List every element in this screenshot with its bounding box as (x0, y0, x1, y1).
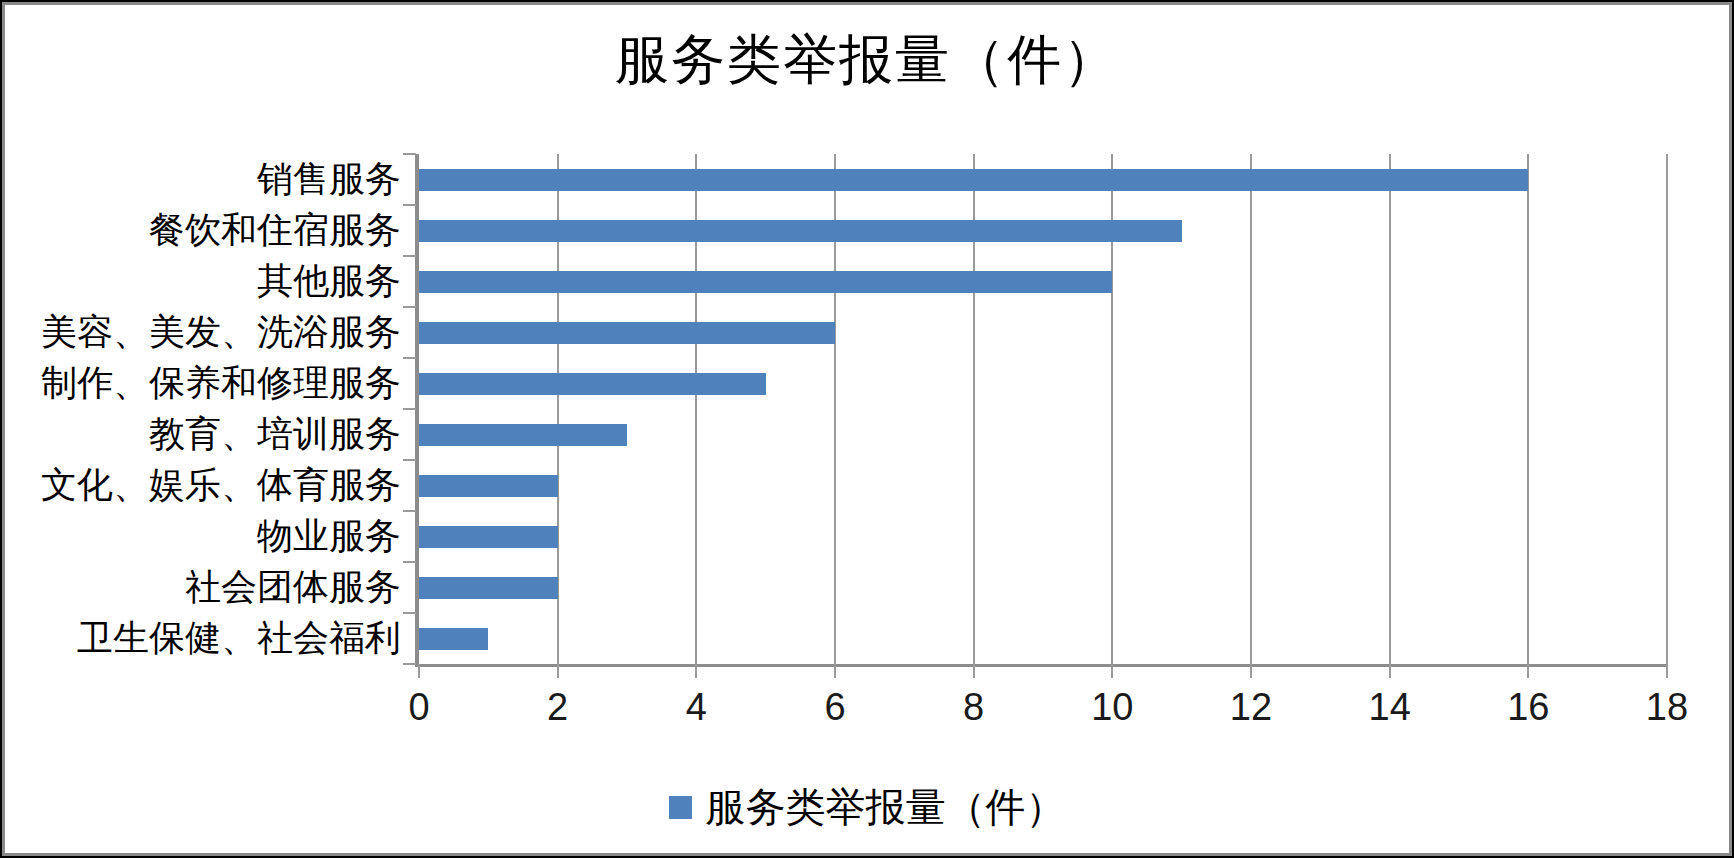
x-axis-label-18: 18 (1646, 686, 1688, 729)
bar-row (419, 358, 1667, 409)
legend-label: 服务类举报量（件） (706, 780, 1066, 835)
x-axis-label-14: 14 (1369, 686, 1411, 729)
category-label: 销售服务 (2, 154, 401, 205)
x-axis-tick-6 (834, 664, 836, 678)
bar-row (419, 511, 1667, 562)
category-label: 社会团体服务 (2, 562, 401, 613)
category-axis-tick (403, 153, 416, 155)
category-axis-tick (403, 357, 416, 359)
category-axis-tick (403, 561, 416, 563)
x-axis-label-6: 6 (824, 686, 845, 729)
chart-title: 服务类举报量（件） (2, 24, 1732, 97)
bar-卫生保健、社会福利 (419, 628, 488, 650)
category-axis-tick (403, 306, 416, 308)
chart-canvas: 服务类举报量（件） 销售服务餐饮和住宿服务其他服务美容、美发、洗浴服务制作、保养… (0, 0, 1734, 858)
category-axis-tick (403, 408, 416, 410)
value-axis-labels: 024681012141618 (419, 686, 1667, 730)
category-axis-labels: 销售服务餐饮和住宿服务其他服务美容、美发、洗浴服务制作、保养和修理服务教育、培训… (2, 154, 401, 664)
bar-row (419, 256, 1667, 307)
bar-row (419, 613, 1667, 664)
category-label: 文化、娱乐、体育服务 (2, 460, 401, 511)
x-axis-tick-12 (1250, 664, 1252, 678)
bar-row (419, 562, 1667, 613)
bar-row (419, 307, 1667, 358)
plot-area (415, 154, 1667, 667)
x-axis-label-0: 0 (408, 686, 429, 729)
legend-square-swatch-icon (669, 796, 692, 819)
bar-row (419, 409, 1667, 460)
x-axis-tick-18 (1666, 664, 1668, 678)
category-label: 制作、保养和修理服务 (2, 358, 401, 409)
x-axis-tick-16 (1527, 664, 1529, 678)
x-axis-tick-8 (973, 664, 975, 678)
x-axis-label-10: 10 (1091, 686, 1133, 729)
category-axis-tick (403, 255, 416, 257)
legend: 服务类举报量（件） (2, 780, 1732, 835)
bar-教育、培训服务 (419, 424, 627, 446)
x-axis-tick-0 (418, 664, 420, 678)
bar-餐饮和住宿服务 (419, 220, 1182, 242)
x-axis-label-16: 16 (1507, 686, 1549, 729)
bar-销售服务 (419, 169, 1528, 191)
bar-row (419, 460, 1667, 511)
x-axis-tick-4 (695, 664, 697, 678)
category-label: 物业服务 (2, 511, 401, 562)
x-axis-tick-14 (1389, 664, 1391, 678)
category-axis-tick (403, 663, 416, 665)
bar-row (419, 154, 1667, 205)
x-axis-tick-10 (1111, 664, 1113, 678)
category-axis-tick (403, 204, 416, 206)
x-axis-label-4: 4 (686, 686, 707, 729)
category-label: 其他服务 (2, 256, 401, 307)
bar-文化、娱乐、体育服务 (419, 475, 558, 497)
category-label: 教育、培训服务 (2, 409, 401, 460)
category-label: 餐饮和住宿服务 (2, 205, 401, 256)
bar-制作、保养和修理服务 (419, 373, 766, 395)
bar-社会团体服务 (419, 577, 558, 599)
bar-row (419, 205, 1667, 256)
category-axis-tick (403, 612, 416, 614)
bar-其他服务 (419, 271, 1112, 293)
x-axis-label-8: 8 (963, 686, 984, 729)
x-axis-label-12: 12 (1230, 686, 1272, 729)
bar-美容、美发、洗浴服务 (419, 322, 835, 344)
category-label: 美容、美发、洗浴服务 (2, 307, 401, 358)
x-axis-tick-2 (557, 664, 559, 678)
category-axis-tick (403, 510, 416, 512)
category-axis-tick (403, 459, 416, 461)
x-axis-label-2: 2 (547, 686, 568, 729)
category-label: 卫生保健、社会福利 (2, 613, 401, 664)
bar-物业服务 (419, 526, 558, 548)
